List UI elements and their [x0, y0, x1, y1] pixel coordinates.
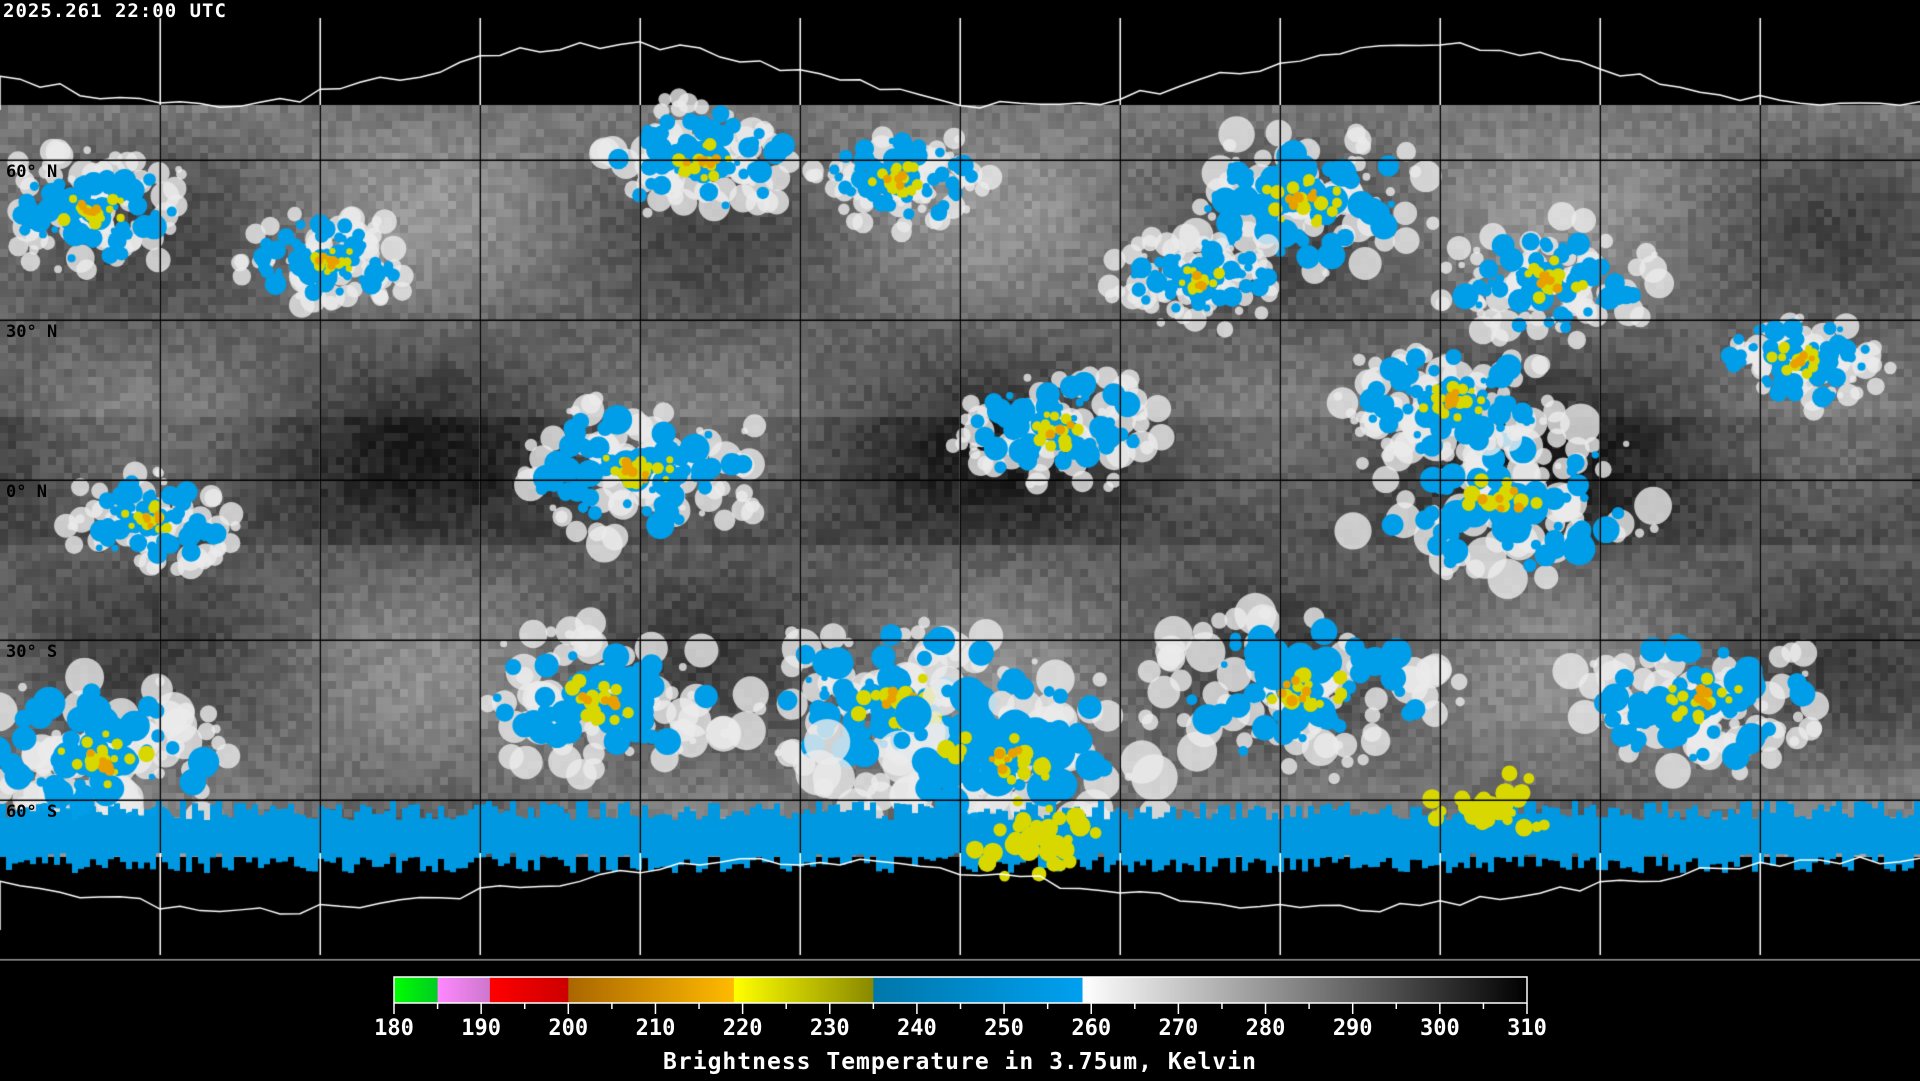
colorbar-segment [394, 977, 439, 1003]
colorbar-tick-label: 290 [1333, 1016, 1373, 1041]
colorbar-tick-label: 220 [723, 1016, 763, 1041]
colorbar-segment [1082, 977, 1528, 1003]
colorbar-segment [568, 977, 735, 1003]
timestamp: 2025.261 22:00 UTC [3, 0, 227, 22]
colorbar-tick-label: 180 [374, 1016, 414, 1041]
colorbar-title: Brightness Temperature in 3.75um, Kelvin [663, 1049, 1257, 1075]
colorbar-tick-label: 260 [1071, 1016, 1111, 1041]
colorbar-segment [873, 977, 1084, 1003]
colorbar-tick-label: 190 [461, 1016, 501, 1041]
lat-label-30n: 30° N [6, 322, 58, 342]
lat-label-60n: 60° N [6, 162, 58, 182]
brightness-temperature-image [0, 0, 1920, 960]
satellite-map: 2025.261 22:00 UTC 60° N 30° N 0° N 30° … [0, 0, 1920, 960]
colorbar-tick-label: 210 [636, 1016, 676, 1041]
colorbar-tick-label: 310 [1507, 1016, 1547, 1041]
colorbar-tick-label: 250 [984, 1016, 1024, 1041]
colorbar-tick-label: 240 [897, 1016, 937, 1041]
colorbar-segment [437, 977, 491, 1003]
lat-label-30s: 30° S [6, 642, 58, 662]
colorbar-segment [733, 977, 874, 1003]
colorbar-segment [489, 977, 569, 1003]
colorbar-tick-label: 270 [1159, 1016, 1199, 1041]
colorbar-tick-label: 280 [1246, 1016, 1286, 1041]
colorbar-tick-label: 300 [1420, 1016, 1460, 1041]
lat-label-0n: 0° N [6, 482, 47, 502]
lat-label-60s: 60° S [6, 802, 58, 822]
colorbar-tick-label: 230 [810, 1016, 850, 1041]
colorbar-tick-label: 200 [548, 1016, 588, 1041]
colorbar-legend: 180 190 200 210 220 230 240 250 260 270 280 290 300 3… [0, 960, 1920, 1081]
colorbar: 180 190 200 210 220 230 240 250 260 270 280 290 300 3… [374, 976, 1547, 1041]
